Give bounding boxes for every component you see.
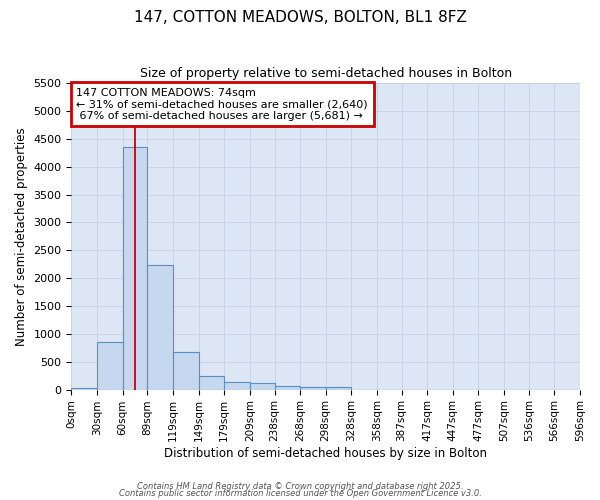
Y-axis label: Number of semi-detached properties: Number of semi-detached properties	[15, 127, 28, 346]
Title: Size of property relative to semi-detached houses in Bolton: Size of property relative to semi-detach…	[140, 68, 512, 80]
X-axis label: Distribution of semi-detached houses by size in Bolton: Distribution of semi-detached houses by …	[164, 447, 487, 460]
Bar	[199, 376, 224, 390]
Bar	[275, 386, 300, 390]
Bar	[300, 386, 326, 390]
Bar	[71, 388, 97, 390]
Bar	[173, 352, 199, 390]
Bar	[224, 382, 250, 390]
Bar	[97, 342, 122, 390]
Text: Contains public sector information licensed under the Open Government Licence v3: Contains public sector information licen…	[119, 489, 481, 498]
Bar	[122, 147, 148, 390]
Text: 147, COTTON MEADOWS, BOLTON, BL1 8FZ: 147, COTTON MEADOWS, BOLTON, BL1 8FZ	[134, 10, 466, 25]
Bar	[326, 387, 352, 390]
Bar	[148, 265, 173, 390]
Text: 147 COTTON MEADOWS: 74sqm
← 31% of semi-detached houses are smaller (2,640)
 67%: 147 COTTON MEADOWS: 74sqm ← 31% of semi-…	[76, 88, 368, 121]
Text: Contains HM Land Registry data © Crown copyright and database right 2025.: Contains HM Land Registry data © Crown c…	[137, 482, 463, 491]
Bar	[250, 384, 275, 390]
